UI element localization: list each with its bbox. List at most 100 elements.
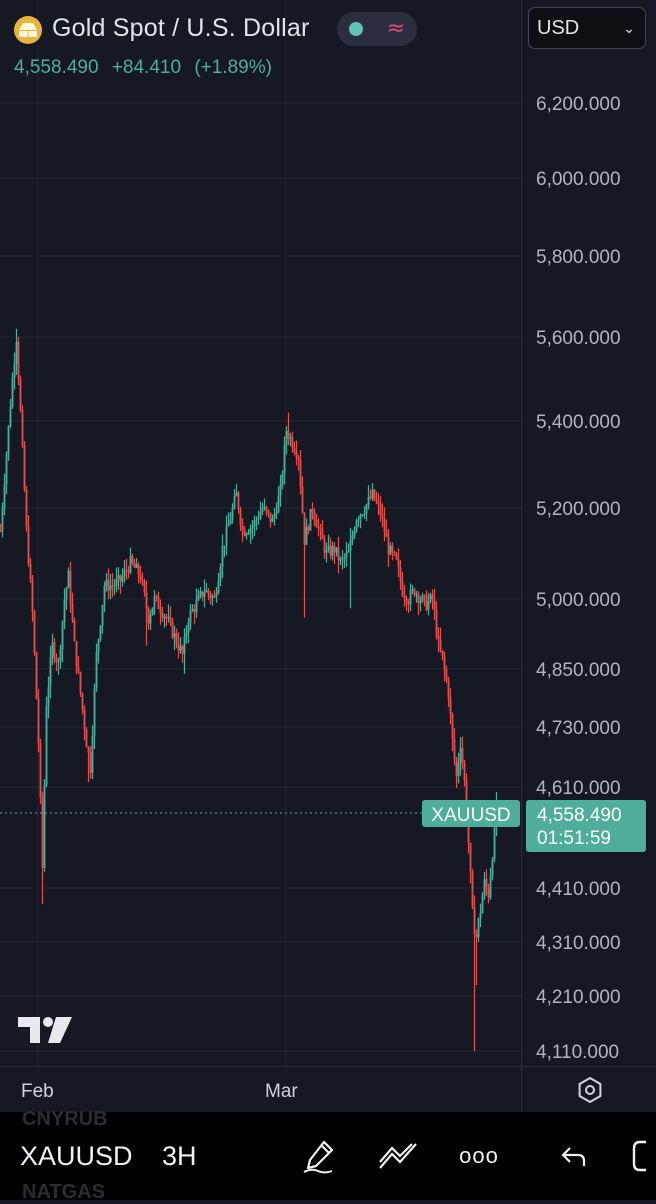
x-axis-tick-label: Mar (265, 1081, 298, 1102)
candle-body (45, 706, 48, 786)
candle-body (245, 533, 248, 536)
candle-body (317, 527, 320, 529)
candle-body (155, 595, 158, 597)
candle-body (145, 592, 148, 609)
chart-settings-icon[interactable] (576, 1076, 604, 1104)
candle-body (255, 519, 258, 521)
tradingview-logo-icon[interactable] (18, 1014, 72, 1054)
symbol-selector[interactable]: XAUUSD (20, 1141, 133, 1171)
candle-body (213, 596, 216, 598)
candle-body (1, 507, 4, 531)
candle-body (231, 507, 234, 520)
candle-body (367, 497, 370, 505)
candle-body (101, 605, 104, 626)
candle-body (395, 553, 398, 559)
candle-body (111, 585, 114, 587)
candle-body (423, 595, 426, 597)
candle-body (431, 594, 434, 599)
candle-body (69, 570, 72, 604)
candle-body (131, 555, 134, 563)
candle-body (331, 546, 334, 556)
price-chart[interactable]: 6,200.000 6,000.000 5,800.000 5,600.000 5,40… (0, 0, 656, 1112)
candle-body (125, 570, 128, 572)
candle-body (333, 546, 336, 553)
candle-body (457, 762, 460, 777)
candle-body (389, 545, 392, 555)
bottom-toolbar: CNYRUB NATGAS (0, 1108, 656, 1203)
candle-body (239, 509, 242, 525)
candle-body (377, 501, 380, 505)
candle-body (41, 797, 44, 868)
candle-body (289, 437, 292, 439)
candle-body (23, 445, 26, 490)
candle-body (29, 563, 32, 581)
candle-body (13, 363, 16, 379)
trend-line-tool-icon[interactable] (378, 1134, 418, 1178)
currency-select[interactable]: USD ⌄ (528, 7, 646, 49)
candle-body (327, 545, 330, 550)
candle-body (469, 843, 472, 872)
candle-body (283, 444, 286, 474)
interval-selector[interactable]: 3H (162, 1141, 197, 1171)
candle-body (429, 594, 432, 602)
candle-body (187, 622, 190, 633)
candle-body (225, 526, 228, 546)
candle-body (209, 594, 212, 598)
candle-body (83, 709, 86, 730)
candle-body (349, 540, 352, 551)
candle-body (449, 698, 452, 715)
candle-body (353, 530, 356, 536)
candle-body (17, 341, 20, 379)
candle-body (315, 520, 318, 528)
candle-body (219, 567, 222, 581)
candle-body (443, 656, 446, 670)
fullscreen-icon[interactable] (628, 1134, 656, 1178)
candle-body (43, 785, 46, 868)
watchlist-symbol-next[interactable]: NATGAS (22, 1181, 105, 1203)
y-axis-tick-label: 6,200.000 (536, 94, 621, 115)
candle-body (153, 595, 156, 608)
candle-body (151, 607, 154, 615)
candle-body (141, 579, 144, 581)
undo-icon[interactable] (554, 1134, 594, 1178)
candle-body (185, 632, 188, 637)
y-axis-tick-label: 5,600.000 (536, 328, 621, 349)
y-axis-tick-label: 5,200.000 (536, 499, 621, 520)
candle-body (5, 454, 8, 485)
candle-body (337, 547, 340, 561)
candle-body (455, 759, 458, 777)
candle-body (407, 602, 410, 605)
candle-body (65, 588, 68, 600)
candle-body (301, 486, 304, 513)
candle-body (79, 672, 82, 694)
watchlist-symbol-previous[interactable]: CNYRUB (22, 1108, 108, 1130)
candle-body (71, 603, 74, 621)
candle-body (313, 511, 316, 521)
candle-body (489, 876, 492, 898)
candle-body (191, 609, 194, 611)
candle-body (379, 504, 382, 515)
candle-body (291, 437, 294, 449)
chart-area[interactable] (0, 0, 656, 1112)
candle-body (493, 825, 496, 860)
candle-body (411, 589, 414, 591)
candle-body (11, 378, 14, 407)
candle-body (355, 520, 358, 531)
candle-body (415, 594, 418, 596)
symbol-price-tag-label: XAUUSD (431, 805, 510, 826)
market-status-pill[interactable]: ≈ (337, 12, 417, 46)
candle-body (117, 575, 120, 580)
candle-body (67, 570, 70, 589)
candle-body (121, 576, 124, 582)
candle-body (459, 748, 462, 763)
candle-body (127, 570, 130, 573)
candle-body (487, 887, 490, 898)
candle-body (63, 599, 66, 622)
draw-pen-icon[interactable] (300, 1134, 340, 1178)
candle-body (189, 610, 192, 623)
symbol-title[interactable]: Gold Spot / U.S. Dollar (52, 14, 310, 42)
delayed-data-icon: ≈ (386, 16, 406, 41)
candle-body (149, 614, 152, 624)
more-tools-icon[interactable]: ooo (459, 1143, 499, 1168)
candle-body (175, 633, 178, 645)
